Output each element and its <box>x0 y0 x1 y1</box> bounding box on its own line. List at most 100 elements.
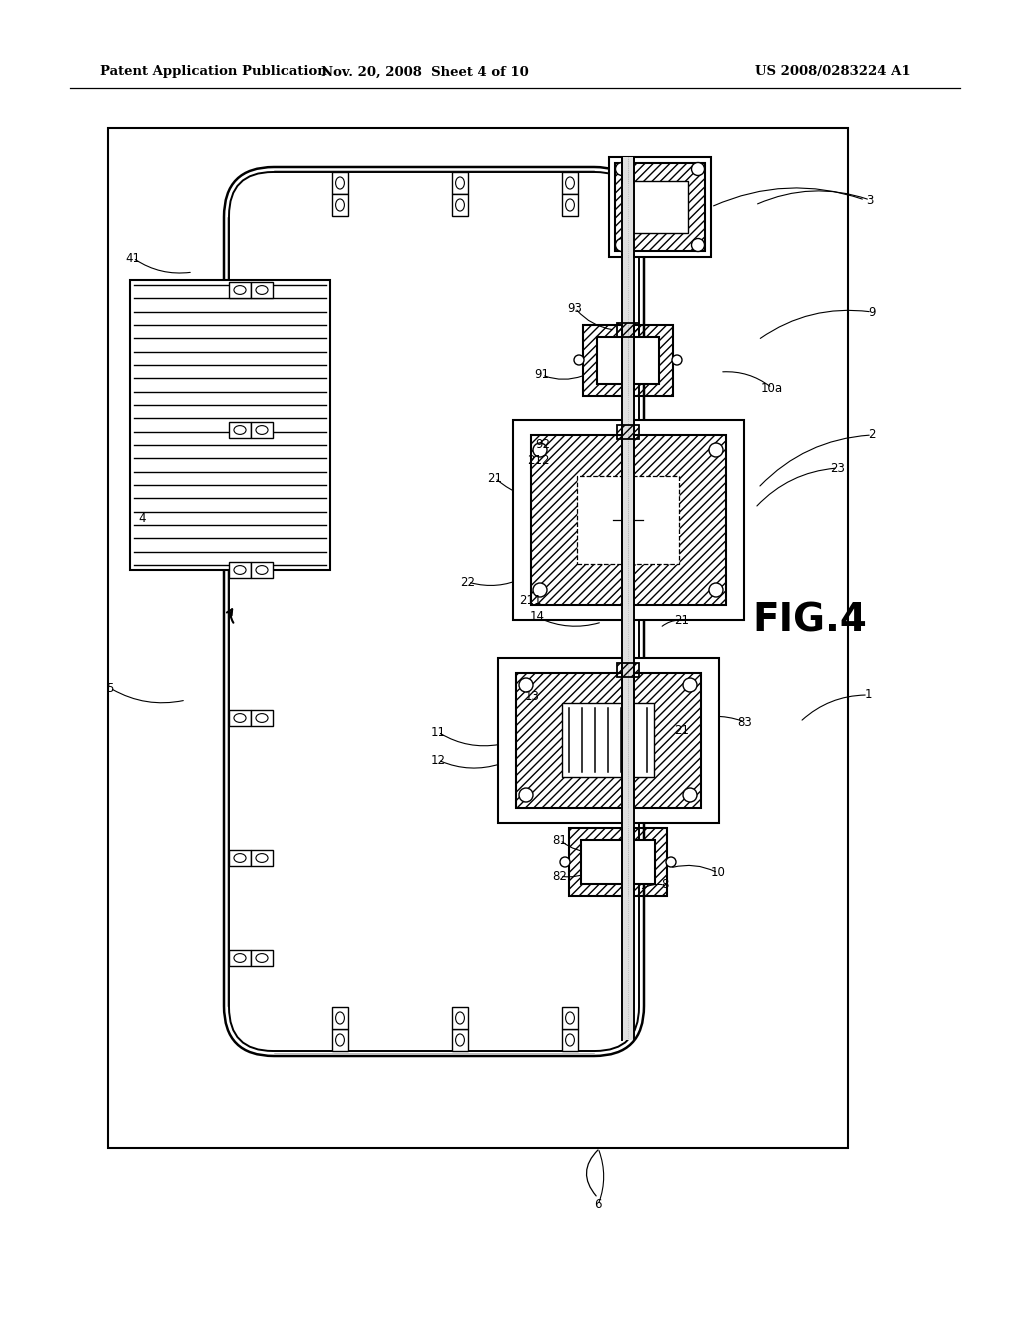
Bar <box>562 1030 578 1051</box>
Text: 5: 5 <box>106 681 114 694</box>
Bar <box>609 157 711 257</box>
Bar <box>229 950 251 966</box>
Text: 11: 11 <box>430 726 445 738</box>
Text: 41: 41 <box>126 252 140 264</box>
Bar <box>251 950 273 966</box>
Text: 81: 81 <box>553 833 567 846</box>
Ellipse shape <box>534 583 547 597</box>
Bar <box>452 1007 468 1030</box>
Text: 3: 3 <box>866 194 873 206</box>
FancyBboxPatch shape <box>229 172 639 1051</box>
Ellipse shape <box>233 565 246 574</box>
Ellipse shape <box>672 355 682 366</box>
Bar <box>622 157 634 183</box>
Bar <box>622 325 634 605</box>
Bar <box>617 322 639 337</box>
Text: 10a: 10a <box>761 381 783 395</box>
Bar <box>229 562 251 578</box>
Ellipse shape <box>574 355 584 366</box>
Text: 211: 211 <box>519 594 542 606</box>
Bar <box>108 128 848 1148</box>
Ellipse shape <box>456 199 465 211</box>
Text: 9: 9 <box>868 305 876 318</box>
Bar <box>229 422 251 438</box>
Bar <box>452 172 468 194</box>
Text: FIG.4: FIG.4 <box>753 601 867 639</box>
Bar <box>512 420 743 620</box>
Bar <box>578 475 679 564</box>
Bar <box>622 255 634 257</box>
Text: 21: 21 <box>675 723 689 737</box>
Ellipse shape <box>519 788 534 803</box>
Text: 212: 212 <box>526 454 549 466</box>
Bar <box>622 436 634 808</box>
Ellipse shape <box>691 162 705 176</box>
Bar <box>581 840 655 884</box>
Text: 12: 12 <box>430 754 445 767</box>
Ellipse shape <box>336 199 344 211</box>
Ellipse shape <box>336 1034 344 1045</box>
Bar <box>622 157 634 396</box>
Bar <box>632 181 688 234</box>
Text: US 2008/0283224 A1: US 2008/0283224 A1 <box>755 66 910 78</box>
Ellipse shape <box>565 199 574 211</box>
Bar <box>617 663 639 676</box>
Ellipse shape <box>233 285 246 294</box>
Text: 6: 6 <box>594 1199 602 1212</box>
Ellipse shape <box>256 565 268 574</box>
Text: 21: 21 <box>675 614 689 627</box>
Bar <box>251 850 273 866</box>
Bar <box>597 337 659 384</box>
Text: 10: 10 <box>711 866 725 879</box>
Text: 8: 8 <box>662 879 669 891</box>
Text: 13: 13 <box>524 690 540 704</box>
Ellipse shape <box>615 239 629 252</box>
Text: 2: 2 <box>868 429 876 441</box>
FancyBboxPatch shape <box>224 168 644 1056</box>
Ellipse shape <box>519 678 534 692</box>
Bar <box>251 422 273 438</box>
Bar <box>562 194 578 216</box>
Bar <box>251 282 273 298</box>
Ellipse shape <box>336 1012 344 1024</box>
Bar <box>617 425 639 440</box>
Ellipse shape <box>256 285 268 294</box>
Ellipse shape <box>565 1034 574 1045</box>
Bar <box>498 657 719 822</box>
Bar <box>452 194 468 216</box>
Ellipse shape <box>456 1012 465 1024</box>
Bar <box>332 1030 348 1051</box>
Ellipse shape <box>565 177 574 189</box>
Text: 1: 1 <box>864 689 871 701</box>
Text: 22: 22 <box>461 576 475 589</box>
Text: 92: 92 <box>536 438 551 451</box>
Text: 91: 91 <box>535 368 550 381</box>
Ellipse shape <box>456 177 465 189</box>
Bar <box>332 1007 348 1030</box>
Bar <box>130 280 330 570</box>
Bar <box>615 162 705 251</box>
Ellipse shape <box>233 953 246 962</box>
Text: 93: 93 <box>567 301 583 314</box>
Ellipse shape <box>615 162 629 176</box>
Ellipse shape <box>683 788 697 803</box>
Bar <box>229 282 251 298</box>
Ellipse shape <box>456 1034 465 1045</box>
Text: 82: 82 <box>553 870 567 883</box>
Ellipse shape <box>709 444 723 457</box>
Bar <box>515 672 700 808</box>
Ellipse shape <box>683 678 697 692</box>
Bar <box>332 172 348 194</box>
Ellipse shape <box>256 854 268 862</box>
Bar <box>562 172 578 194</box>
Text: 4: 4 <box>138 511 145 524</box>
Bar <box>562 1007 578 1030</box>
Bar <box>229 710 251 726</box>
Ellipse shape <box>256 714 268 722</box>
Bar <box>622 672 634 896</box>
Ellipse shape <box>691 239 705 252</box>
Bar <box>530 436 725 605</box>
Ellipse shape <box>666 857 676 867</box>
Bar <box>562 702 654 777</box>
Text: 23: 23 <box>830 462 846 474</box>
